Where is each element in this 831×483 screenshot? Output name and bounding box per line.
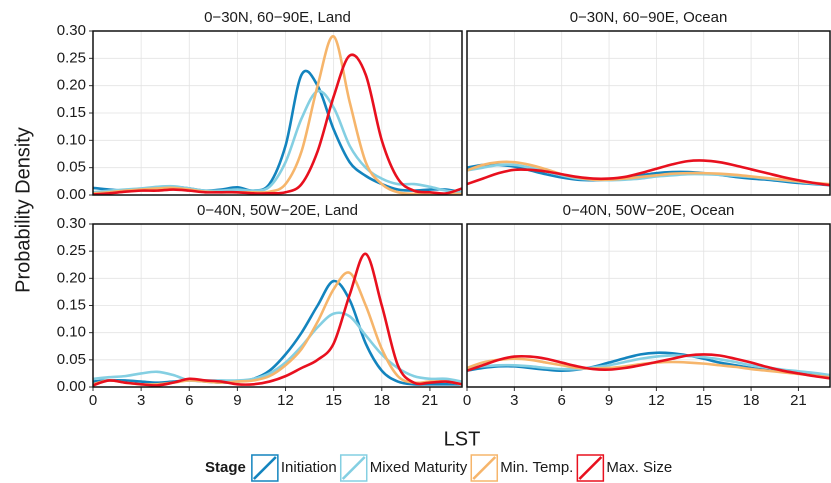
x-tick-label: 9 (605, 392, 613, 409)
y-tick-label: 0.25 (57, 242, 86, 259)
x-tick-label: 6 (185, 392, 193, 409)
legend-key-line (578, 456, 603, 480)
panel-border (466, 30, 831, 196)
density-line (93, 89, 462, 194)
density-line (93, 279, 462, 386)
y-tick-label: 0.30 (57, 22, 86, 39)
x-tick-label: 21 (422, 392, 439, 409)
panel-title: 0−30N, 60−90E, Ocean (570, 9, 728, 26)
x-tick-label: 12 (277, 392, 294, 409)
legend-key-line (472, 456, 497, 480)
legend-title: Stage (205, 459, 246, 476)
y-tick-label: 0.20 (57, 77, 86, 94)
x-tick-label: 15 (325, 392, 342, 409)
y-tick-label: 0.30 (57, 215, 86, 232)
y-tick-label: 0.10 (57, 131, 86, 148)
y-tick-label: 0.00 (57, 186, 86, 203)
y-tick-label: 0.05 (57, 159, 86, 176)
density-line (467, 353, 830, 380)
x-tick-label: 0 (463, 392, 471, 409)
legend-label: Min. Temp. (500, 459, 573, 476)
panel-border (92, 30, 463, 196)
panel-title: 0−40N, 50W−20E, Ocean (563, 202, 735, 219)
panel-title: 0−30N, 60−90E, Land (204, 9, 351, 26)
x-tick-label: 3 (137, 392, 145, 409)
panel-border (92, 223, 463, 388)
y-tick-label: 0.15 (57, 104, 86, 121)
y-tick-label: 0.20 (57, 269, 86, 286)
x-tick-label: 6 (558, 392, 566, 409)
legend-label: Initiation (281, 459, 337, 476)
y-tick-label: 0.05 (57, 351, 86, 368)
x-tick-label: 18 (743, 392, 760, 409)
x-tick-label: 21 (790, 392, 807, 409)
x-tick-label: 15 (695, 392, 712, 409)
density-line (93, 35, 462, 195)
panel-border (466, 223, 831, 388)
y-axis-label: Probability Density (12, 127, 34, 293)
x-tick-label: 3 (510, 392, 518, 409)
density-line (467, 160, 830, 186)
density-line (93, 252, 462, 387)
x-tick-label: 18 (373, 392, 390, 409)
x-tick-label: 12 (648, 392, 665, 409)
legend-label: Mixed Maturity (370, 459, 468, 476)
y-tick-label: 0.25 (57, 49, 86, 66)
density-line (467, 159, 830, 187)
legend-item: Max. Size (576, 454, 672, 482)
x-axis-label: LST (444, 428, 481, 450)
density-line (93, 53, 462, 195)
legend-item: Min. Temp. (470, 454, 573, 482)
x-tick-label: 0 (89, 392, 97, 409)
y-tick-label: 0.15 (57, 296, 86, 313)
y-tick-label: 0.10 (57, 324, 86, 341)
legend-key-line (341, 456, 366, 480)
panel-title: 0−40N, 50W−20E, Land (197, 202, 358, 219)
x-tick-label: 9 (233, 392, 241, 409)
legend-item: Mixed Maturity (339, 454, 468, 482)
legend-key-line (252, 456, 277, 480)
legend-item: Initiation (251, 454, 337, 482)
density-line (93, 69, 462, 194)
y-tick-label: 0.00 (57, 378, 86, 395)
legend-label: Max. Size (606, 459, 672, 476)
